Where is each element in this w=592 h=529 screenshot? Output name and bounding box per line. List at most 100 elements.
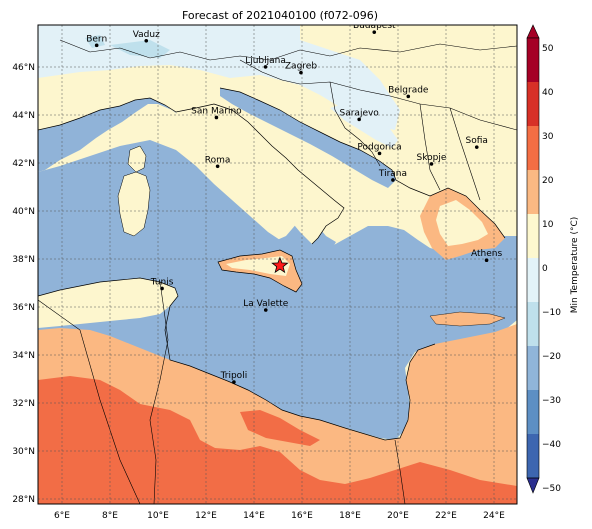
- colorbar-tick: −50: [542, 484, 561, 494]
- city-marker: Ljubljana: [245, 56, 286, 69]
- corsica: [127, 145, 147, 173]
- colorbar-tick: 50: [542, 44, 554, 54]
- sahara-red-zone: [38, 376, 517, 504]
- colorbar-band: [527, 214, 539, 258]
- city-marker: Zagreb: [285, 62, 317, 75]
- colorbar-tick: −40: [542, 440, 561, 450]
- colorbar-band: [527, 434, 539, 478]
- city-marker: Athens: [471, 249, 502, 262]
- colorbar-extend-top: [526, 24, 540, 39]
- city-marker: Podgorica: [357, 142, 402, 156]
- coastlines: [38, 87, 506, 441]
- lat-tick: 46°N: [12, 63, 35, 73]
- lon-tick: 6°E: [54, 511, 70, 521]
- colorbar-band: [527, 126, 539, 170]
- colorbar-band: [527, 170, 539, 214]
- city-dot: [215, 164, 220, 169]
- city-dot: [214, 115, 219, 120]
- lon-tick: 14°E: [243, 511, 265, 521]
- city-dot: [357, 117, 361, 122]
- lon-tick: 24°E: [483, 511, 505, 521]
- colorbar-tick: 40: [542, 88, 554, 98]
- city-dot: [474, 145, 479, 149]
- city-dot: [406, 94, 411, 99]
- city-label: Podgorica: [357, 142, 401, 152]
- colorbar-tick: 0: [542, 264, 548, 274]
- star-layer: [271, 256, 289, 274]
- city-marker: Roma: [205, 155, 231, 169]
- city-marker: Vaduz: [133, 30, 160, 43]
- crete: [429, 311, 506, 327]
- city-label: Sarajevo: [340, 108, 380, 118]
- colorbar-band: [527, 82, 539, 126]
- colorbar-label: Min Temperature (°C): [570, 217, 580, 314]
- colorbar-tick: −30: [542, 396, 561, 406]
- city-label: Bern: [86, 34, 107, 44]
- lon-tick: 22°E: [435, 511, 457, 521]
- city-dot: [377, 151, 382, 156]
- city-label: Tirana: [378, 169, 407, 179]
- city-label: Athens: [471, 249, 502, 259]
- lat-tick: 38°N: [12, 255, 35, 265]
- greece-cold: [436, 200, 488, 246]
- lon-tick: 18°E: [339, 511, 361, 521]
- colorbar-ticks: 50 40 30 20 10 0 −10 −20 −30 −40 −50: [542, 44, 561, 494]
- lon-tick: 10°E: [147, 511, 169, 521]
- city-label: Tunis: [150, 277, 174, 287]
- sardinia: [117, 171, 151, 237]
- lon-tick: 8°E: [102, 511, 118, 521]
- lat-axis: 28°N 30°N 32°N 34°N 36°N 38°N 40°N 42°N …: [12, 63, 35, 505]
- city-dot: [391, 178, 395, 182]
- city-marker: Bern: [86, 34, 107, 48]
- city-dot: [160, 286, 164, 291]
- map-title: Forecast of 2021040100 (f072-096): [182, 9, 378, 22]
- colorbar-band: [527, 258, 539, 302]
- city-marker: Sarajevo: [340, 108, 380, 122]
- country-borders: [38, 39, 517, 504]
- city-marker: Skopje: [417, 153, 447, 166]
- city-label: Vaduz: [133, 30, 160, 40]
- city-label: Roma: [205, 155, 231, 165]
- city-marker: San Marino: [191, 106, 242, 120]
- map-frame: [37, 24, 518, 505]
- colorbar-extend-bottom: [526, 477, 540, 494]
- city-dot: [484, 258, 489, 262]
- colorbar-band: [527, 38, 539, 82]
- lat-tick: 42°N: [12, 159, 35, 169]
- colorbar-band: [527, 346, 539, 390]
- colorbar-tick: −10: [542, 308, 561, 318]
- city-dot: [299, 70, 303, 75]
- city-label: Tripoli: [220, 371, 248, 381]
- city-marker: Tirana: [378, 169, 407, 182]
- libya-red-patch: [240, 410, 320, 446]
- city-label: La Valette: [243, 299, 288, 309]
- colorbar-band: [527, 302, 539, 346]
- city-label: San Marino: [191, 106, 242, 116]
- lat-tick: 30°N: [12, 447, 35, 457]
- city-dot: [94, 43, 99, 48]
- city-marker: Tripoli: [220, 371, 248, 384]
- lon-tick: 12°E: [195, 511, 217, 521]
- colorbar-tick: 20: [542, 176, 554, 186]
- colorbar-band: [527, 390, 539, 434]
- tunisia-cold: [38, 278, 178, 328]
- city-marker: Tunis: [150, 277, 174, 291]
- lon-tick: 16°E: [291, 511, 313, 521]
- alps-blue-patch: [85, 35, 170, 58]
- city-dot: [429, 162, 434, 166]
- city-label: Sofia: [466, 136, 488, 146]
- colorbar-frame: [526, 37, 540, 479]
- star-marker-icon: [271, 256, 289, 274]
- balkan-cold-patch: [330, 102, 398, 148]
- lon-axis: 6°E 8°E 10°E 12°E 14°E 16°E 18°E 20°E 22…: [54, 511, 505, 521]
- lat-tick: 34°N: [12, 351, 35, 361]
- colorbar-tick: 30: [542, 132, 554, 142]
- city-dot: [372, 30, 377, 34]
- city-marker: Belgrade: [388, 85, 429, 99]
- city-label: Ljubljana: [245, 56, 286, 66]
- city-dot: [232, 380, 236, 384]
- lat-tick: 28°N: [12, 495, 35, 505]
- city-marker: Budapest: [353, 25, 396, 34]
